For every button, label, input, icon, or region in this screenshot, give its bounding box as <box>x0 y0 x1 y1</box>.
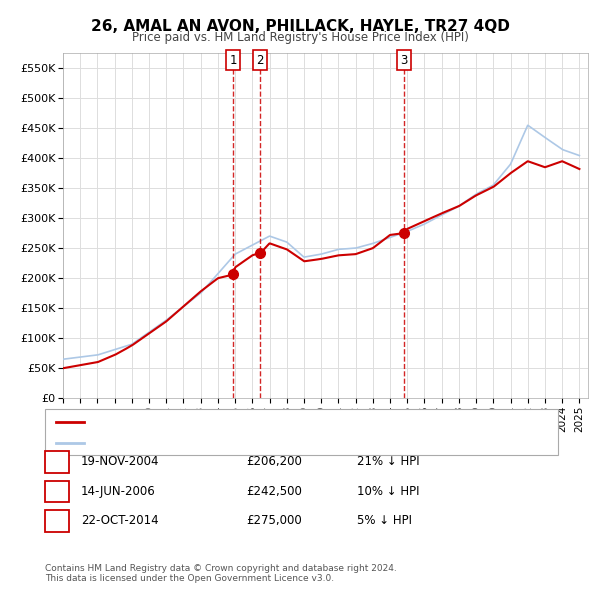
Text: HPI: Average price, detached house, Cornwall: HPI: Average price, detached house, Corn… <box>88 438 326 448</box>
Text: Price paid vs. HM Land Registry's House Price Index (HPI): Price paid vs. HM Land Registry's House … <box>131 31 469 44</box>
Text: 10% ↓ HPI: 10% ↓ HPI <box>357 485 419 498</box>
Text: £242,500: £242,500 <box>246 485 302 498</box>
Text: 2: 2 <box>257 54 264 67</box>
Text: £275,000: £275,000 <box>246 514 302 527</box>
Text: Contains HM Land Registry data © Crown copyright and database right 2024.
This d: Contains HM Land Registry data © Crown c… <box>45 563 397 583</box>
Text: 22-OCT-2014: 22-OCT-2014 <box>81 514 158 527</box>
Text: 26, AMAL AN AVON, PHILLACK, HAYLE, TR27 4QD (detached house): 26, AMAL AN AVON, PHILLACK, HAYLE, TR27 … <box>88 417 438 427</box>
Text: 21% ↓ HPI: 21% ↓ HPI <box>357 455 419 468</box>
Text: 26, AMAL AN AVON, PHILLACK, HAYLE, TR27 4QD: 26, AMAL AN AVON, PHILLACK, HAYLE, TR27 … <box>91 19 509 34</box>
Text: 19-NOV-2004: 19-NOV-2004 <box>81 455 160 468</box>
Text: 14-JUN-2006: 14-JUN-2006 <box>81 485 156 498</box>
Text: 1: 1 <box>53 455 61 468</box>
Text: 2: 2 <box>53 485 61 498</box>
Text: £206,200: £206,200 <box>246 455 302 468</box>
Text: 3: 3 <box>400 54 407 67</box>
Text: 5% ↓ HPI: 5% ↓ HPI <box>357 514 412 527</box>
Text: 3: 3 <box>53 514 61 527</box>
Text: 1: 1 <box>229 54 237 67</box>
